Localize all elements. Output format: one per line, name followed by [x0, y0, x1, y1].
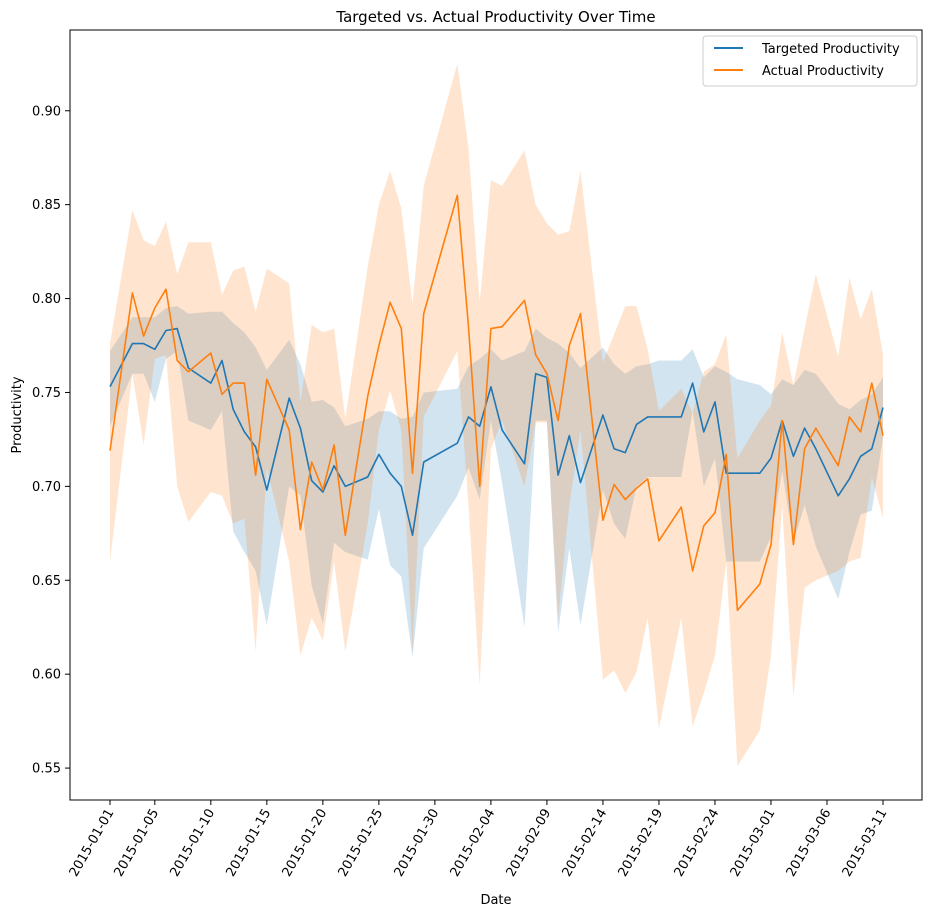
y-tick-label: 0.75: [32, 386, 61, 401]
y-tick-label: 0.85: [32, 198, 61, 213]
series-line-actual-productivity: [109, 194, 884, 612]
legend-label-targeted: Targeted Productivity: [761, 42, 900, 57]
y-tick-label: 0.65: [32, 574, 61, 589]
legend: Targeted Productivity Actual Productivit…: [702, 35, 918, 87]
ci-band-actual-productivity: [110, 63, 883, 767]
y-tick-label: 0.80: [32, 292, 61, 307]
y-tick-label: 0.70: [32, 480, 61, 495]
series-lines: [109, 194, 884, 612]
x-axis-label: Date: [480, 893, 511, 908]
y-tick-label: 0.60: [32, 668, 61, 683]
plot-frame: [69, 29, 923, 801]
legend-label-actual: Actual Productivity: [762, 64, 884, 79]
y-tick-label: 0.90: [32, 104, 61, 119]
chart-title: Targeted vs. Actual Productivity Over Ti…: [335, 8, 655, 26]
legend-box: [702, 35, 918, 87]
y-tick-label: 0.55: [32, 762, 61, 777]
y-axis: 0.55 0.60 0.65 0.70 0.75 0.80 0.85 0.90: [32, 104, 70, 777]
y-axis-label: Productivity: [10, 376, 25, 453]
series-line-targeted-productivity: [109, 327, 884, 537]
